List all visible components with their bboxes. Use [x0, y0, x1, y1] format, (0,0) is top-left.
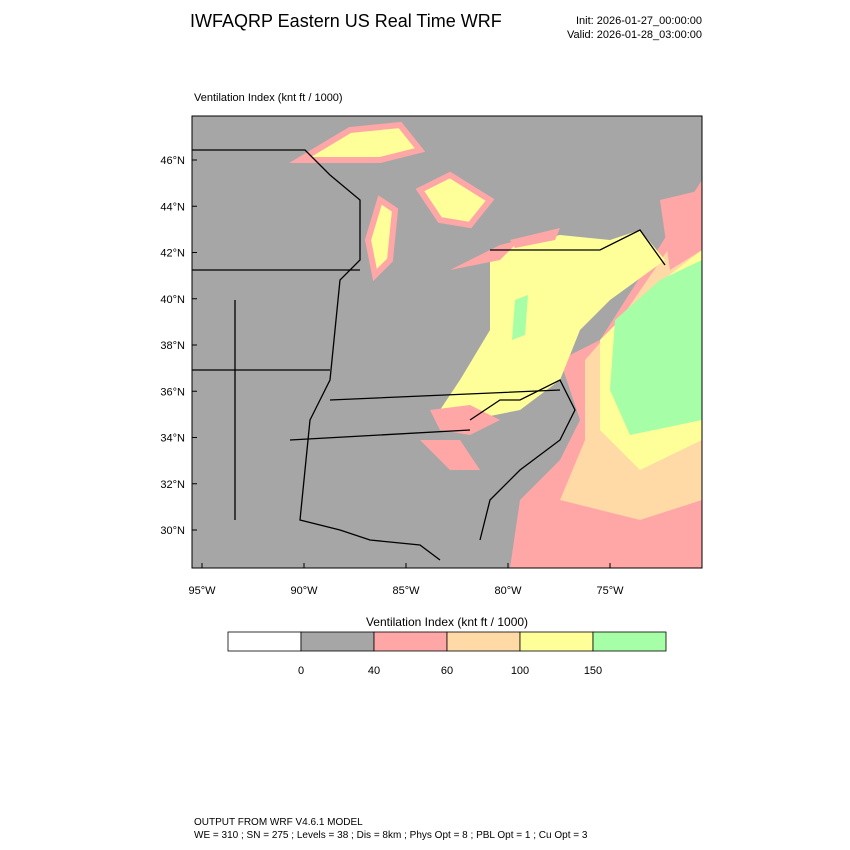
- map-frame: [191, 115, 703, 569]
- lon-label: 80°W: [494, 585, 522, 597]
- lat-label: 30°N: [160, 525, 185, 537]
- lon-label: 95°W: [188, 585, 216, 597]
- colorbar-box: [300, 631, 375, 652]
- title: IWFAQRP Eastern US Real Time WRF: [190, 11, 502, 31]
- lat-label: 44°N: [160, 201, 185, 213]
- lat-label: 34°N: [160, 433, 185, 445]
- lat-label: 46°N: [160, 155, 185, 167]
- colorbar-box: [227, 631, 302, 652]
- colorbar-tick-label: 150: [584, 665, 602, 677]
- init-time: Init: 2026-01-27_00:00:00: [576, 15, 702, 27]
- colorbar-title: Ventilation Index (knt ft / 1000): [366, 615, 528, 629]
- map-title: Ventilation Index (knt ft / 1000): [194, 92, 343, 104]
- colorbar-box: [373, 631, 448, 652]
- valid-time: Valid: 2026-01-28_03:00:00: [567, 29, 702, 41]
- lat-label: 36°N: [160, 386, 185, 398]
- colorbar-box: [592, 631, 667, 652]
- colorbar-tick-label: 100: [511, 665, 529, 677]
- lon-label: 75°W: [596, 585, 624, 597]
- footer-line: WE = 310 ; SN = 275 ; Levels = 38 ; Dis …: [194, 830, 588, 841]
- lon-label: 90°W: [290, 585, 318, 597]
- colorbar-tick-label: 0: [298, 665, 304, 677]
- lon-label: 85°W: [392, 585, 420, 597]
- lat-label: 32°N: [160, 479, 185, 491]
- axis-labels: 46°N 44°N 42°N 40°N 38°N 36°N 34°N 32°N 30°N 95°W…: [160, 155, 624, 597]
- map-field: [192, 116, 702, 568]
- colorbar: 0 40 60 100 150: [227, 631, 667, 677]
- lat-label: 40°N: [160, 294, 185, 306]
- lat-label: 42°N: [160, 248, 185, 260]
- colorbar-tick-label: 60: [441, 665, 453, 677]
- colorbar-box: [519, 631, 594, 652]
- lat-label: 38°N: [160, 340, 185, 352]
- colorbar-tick-label: 40: [368, 665, 380, 677]
- colorbar-box: [446, 631, 521, 652]
- footer-line: OUTPUT FROM WRF V4.6.1 MODEL: [194, 817, 363, 828]
